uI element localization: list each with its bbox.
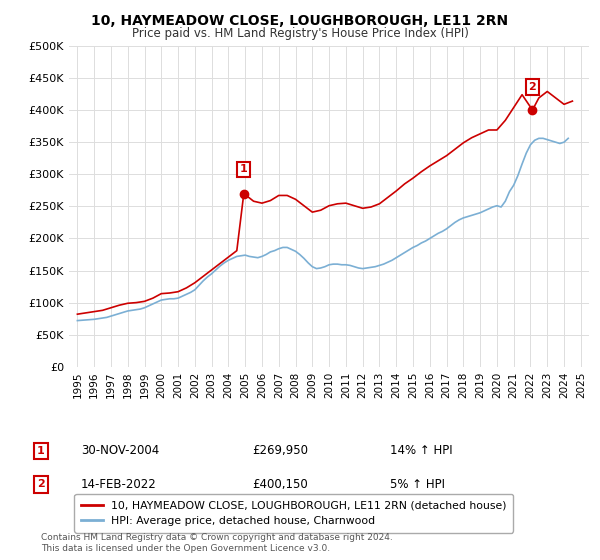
Text: 14% ↑ HPI: 14% ↑ HPI bbox=[390, 444, 452, 458]
Text: Price paid vs. HM Land Registry's House Price Index (HPI): Price paid vs. HM Land Registry's House … bbox=[131, 27, 469, 40]
Legend: 10, HAYMEADOW CLOSE, LOUGHBOROUGH, LE11 2RN (detached house), HPI: Average price: 10, HAYMEADOW CLOSE, LOUGHBOROUGH, LE11 … bbox=[74, 494, 513, 533]
Text: 2: 2 bbox=[37, 479, 44, 489]
Text: £269,950: £269,950 bbox=[252, 444, 308, 458]
Text: 5% ↑ HPI: 5% ↑ HPI bbox=[390, 478, 445, 491]
Text: £400,150: £400,150 bbox=[252, 478, 308, 491]
Text: 1: 1 bbox=[240, 164, 248, 174]
Text: 30-NOV-2004: 30-NOV-2004 bbox=[81, 444, 159, 458]
Text: Contains HM Land Registry data © Crown copyright and database right 2024.
This d: Contains HM Land Registry data © Crown c… bbox=[41, 533, 392, 553]
Text: 2: 2 bbox=[529, 82, 536, 92]
Text: 10, HAYMEADOW CLOSE, LOUGHBOROUGH, LE11 2RN: 10, HAYMEADOW CLOSE, LOUGHBOROUGH, LE11 … bbox=[91, 14, 509, 28]
Text: 1: 1 bbox=[37, 446, 44, 456]
Text: 14-FEB-2022: 14-FEB-2022 bbox=[81, 478, 157, 491]
